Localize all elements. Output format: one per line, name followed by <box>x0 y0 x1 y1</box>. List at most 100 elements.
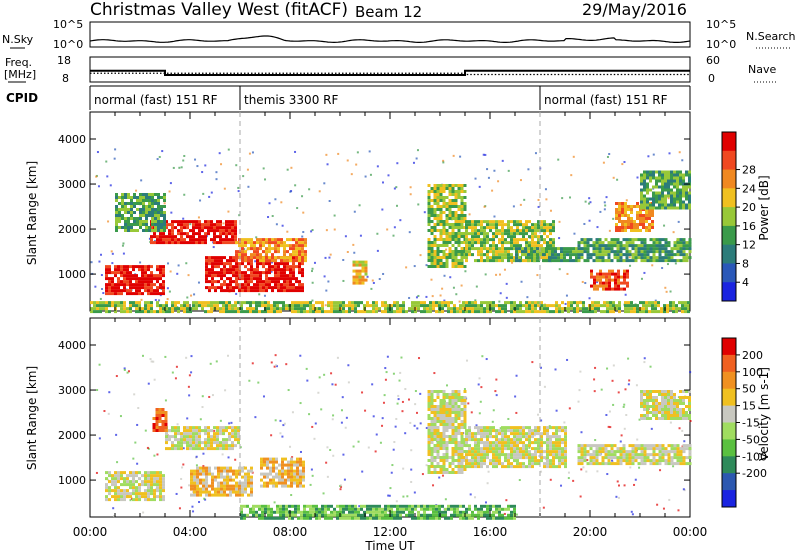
range-time-cell <box>575 253 578 257</box>
range-time-cell <box>177 447 180 451</box>
range-time-cell <box>463 208 467 211</box>
range-time-cell <box>495 304 498 308</box>
range-time-cell <box>138 292 141 296</box>
range-time-cell <box>231 220 234 224</box>
range-time-cell <box>250 241 253 245</box>
range-time-cell <box>198 441 201 445</box>
range-time-cell <box>164 417 168 420</box>
frequency-nave-strip: Freq. [MHz] 18 8 60 0 Nave <box>4 54 776 85</box>
nsky-tick-bottom: 10^0 <box>53 38 83 51</box>
station-title: Christmas Valley West (fitACF) <box>90 0 348 20</box>
range-time-cell <box>250 277 253 281</box>
range-time-cell <box>223 283 226 287</box>
range-time-cell <box>460 453 464 456</box>
range-time-cell <box>247 469 250 473</box>
range-time-cell <box>465 453 468 457</box>
range-time-cell <box>199 490 202 494</box>
range-time-cell <box>451 262 455 265</box>
range-time-cell <box>152 429 156 432</box>
range-time-cell <box>195 441 198 445</box>
range-time-cell <box>451 232 455 235</box>
range-time-cell <box>238 484 241 488</box>
range-time-cell <box>551 259 554 263</box>
range-time-cell <box>516 229 519 233</box>
range-time-cell <box>144 304 147 308</box>
range-time-cell <box>250 484 253 488</box>
range-time-cell <box>688 238 692 242</box>
range-time-cell <box>427 208 431 211</box>
range-time-cell <box>296 481 299 485</box>
scatter-speck <box>318 376 321 379</box>
range-time-cell <box>144 489 147 493</box>
range-time-cell <box>180 447 183 451</box>
range-time-cell <box>427 405 431 408</box>
range-time-cell <box>569 256 572 260</box>
range-time-cell <box>516 223 519 227</box>
range-time-cell <box>589 238 593 242</box>
scatter-speck <box>180 166 183 169</box>
range-time-cell <box>628 259 632 263</box>
range-time-cell <box>301 268 304 272</box>
range-time-cell <box>673 194 676 198</box>
range-time-cell <box>226 289 229 293</box>
scatter-speck <box>606 367 609 370</box>
range-time-cell <box>688 244 692 248</box>
range-time-cell <box>283 289 286 293</box>
range-time-cell <box>468 444 471 448</box>
scatter-speck <box>544 188 547 191</box>
range-time-cell <box>348 301 351 305</box>
range-time-cell <box>477 429 480 433</box>
range-time-cell <box>430 465 434 468</box>
range-time-cell <box>228 241 231 245</box>
scatter-speck <box>627 357 630 360</box>
range-time-cell <box>205 478 208 482</box>
range-time-cell <box>608 272 611 276</box>
scatter-speck <box>153 378 156 381</box>
range-time-cell <box>235 277 238 281</box>
range-time-cell <box>483 253 486 257</box>
scatter-speck <box>432 484 435 487</box>
range-time-cell <box>504 307 507 311</box>
range-time-cell <box>411 304 414 308</box>
range-time-cell <box>570 307 573 311</box>
range-time-cell <box>278 472 281 476</box>
range-time-cell <box>174 301 177 305</box>
range-time-cell <box>204 226 207 230</box>
range-time-cell <box>504 310 507 314</box>
range-time-cell <box>199 466 202 470</box>
range-time-cell <box>165 304 168 308</box>
range-time-cell <box>658 191 661 195</box>
range-time-cell <box>286 265 289 269</box>
range-time-cell <box>460 214 464 217</box>
range-time-cell <box>148 202 151 205</box>
range-time-cell <box>229 259 232 263</box>
range-time-cell <box>433 390 437 393</box>
range-time-cell <box>147 292 150 296</box>
range-time-cell <box>688 191 691 195</box>
range-time-cell <box>132 492 135 496</box>
range-time-cell <box>265 250 268 254</box>
range-time-cell <box>165 310 168 314</box>
range-time-cell <box>222 441 225 445</box>
range-time-cell <box>495 256 498 260</box>
range-time-cell <box>180 307 183 311</box>
range-time-cell <box>135 495 138 499</box>
range-time-cell <box>271 280 274 284</box>
range-time-cell <box>396 304 399 308</box>
scatter-speck <box>136 423 139 426</box>
range-time-cell <box>211 277 214 281</box>
range-time-cell <box>441 304 444 308</box>
cpid-segment-label: themis 3300 RF <box>244 93 338 107</box>
scatter-speck <box>449 276 452 279</box>
range-time-cell <box>271 289 274 293</box>
range-time-cell <box>599 272 602 276</box>
range-time-cell <box>217 466 220 470</box>
range-time-cell <box>241 259 244 263</box>
range-time-cell <box>430 399 434 402</box>
range-time-cell <box>658 241 662 245</box>
scatter-speck <box>599 210 602 213</box>
range-time-cell <box>280 238 283 242</box>
range-time-cell <box>198 444 201 448</box>
range-time-cell <box>193 472 196 476</box>
range-time-cell <box>430 459 434 462</box>
